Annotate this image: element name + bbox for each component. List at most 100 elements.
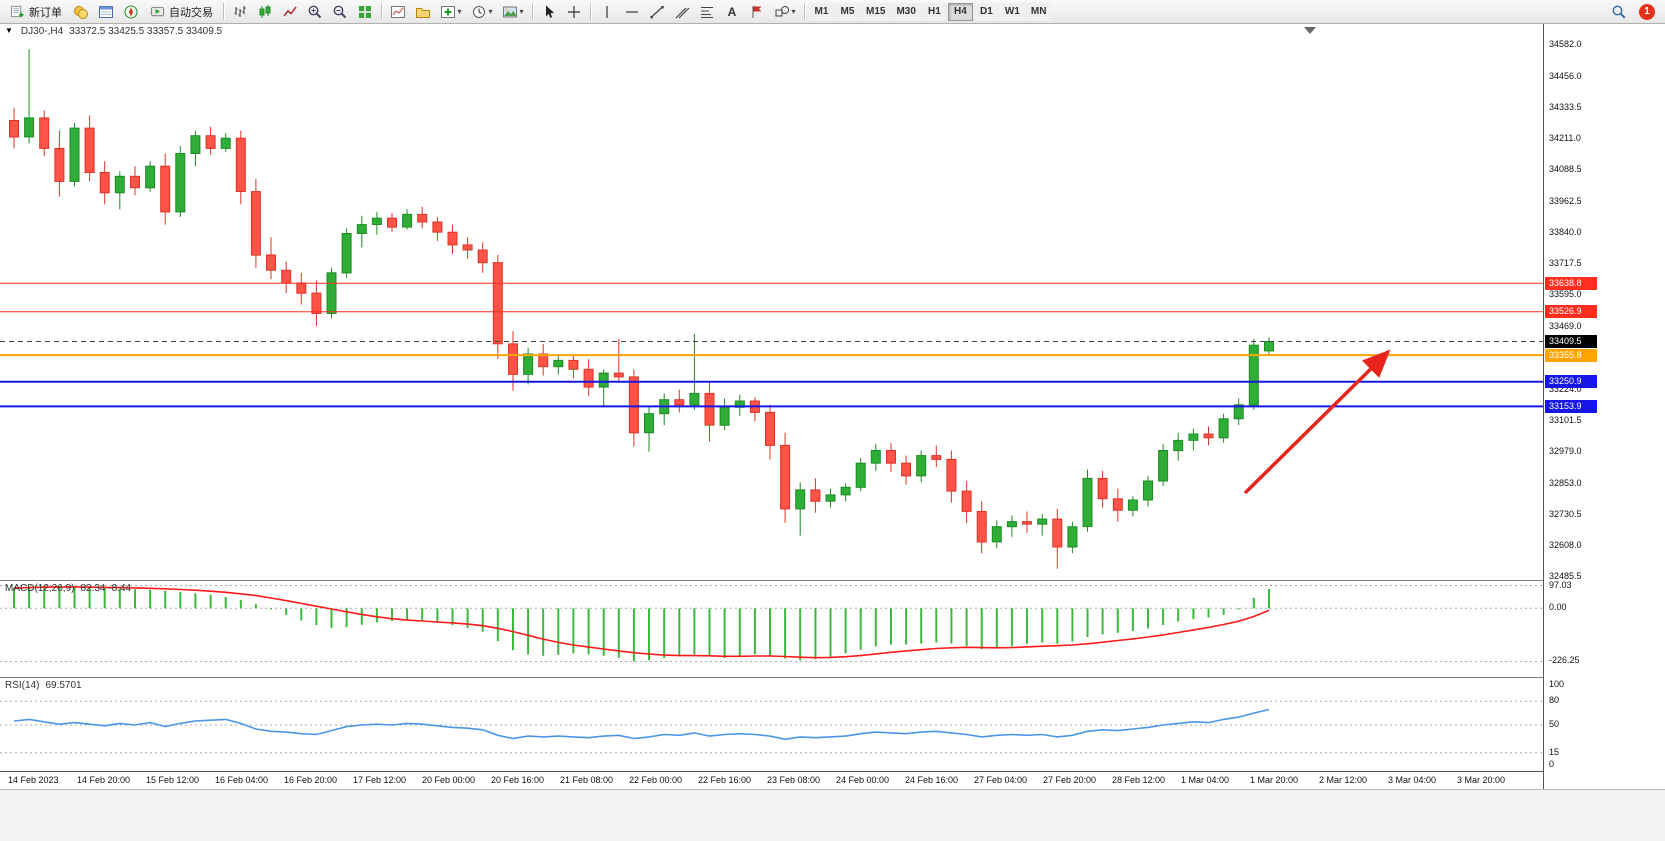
timeframe-m5-button[interactable]: M5 xyxy=(835,2,860,21)
toolbar-right-group: 1 xyxy=(1607,1,1661,23)
line-chart-type-button[interactable] xyxy=(278,1,302,23)
macd-signal-line xyxy=(13,586,1270,659)
clock-icon xyxy=(473,5,486,18)
candle-body xyxy=(114,175,125,194)
candle-body xyxy=(326,272,337,314)
timeframe-h1-button[interactable]: H1 xyxy=(921,2,947,21)
time-axis[interactable]: 14 Feb 2023 14 Feb 20:00 15 Feb 12:00 16 Fe… xyxy=(0,771,1543,789)
bar-chart-type-button[interactable] xyxy=(228,1,252,23)
macd-header: MACD(12,26,9) 82.34 -8.44 xyxy=(5,583,131,594)
candle-body xyxy=(1203,433,1214,439)
text-tool-button[interactable]: A xyxy=(720,1,744,23)
candle-body xyxy=(447,231,458,246)
vertical-line-tool-button[interactable] xyxy=(595,1,619,23)
rsi-canvas[interactable] xyxy=(0,679,1543,771)
candle-body xyxy=(175,153,186,213)
horizontal-line-tool-button[interactable] xyxy=(620,1,644,23)
time-axis-label: 3 Mar 04:00 xyxy=(1388,775,1437,785)
time-axis-label: 28 Feb 12:00 xyxy=(1112,775,1166,785)
new-chart-button[interactable] xyxy=(386,1,410,23)
cursor-tool-button[interactable] xyxy=(537,1,561,23)
profiles-button[interactable] xyxy=(411,1,435,23)
axis-tick-label: 34088.5 xyxy=(1549,164,1582,175)
candle-body xyxy=(477,249,488,264)
rsi-indicator-pane[interactable]: RSI(14) 69.5701 xyxy=(0,677,1543,771)
candle-body xyxy=(130,175,140,189)
candlestick-chart-type-button[interactable] xyxy=(253,1,277,23)
dropdown-caret: ▾ xyxy=(519,7,524,16)
axis-tick-label: 32485.5 xyxy=(1549,571,1582,582)
candle-body xyxy=(1127,499,1138,511)
axis-tick-label: 32853.0 xyxy=(1549,477,1582,488)
new-order-label: 新订单 xyxy=(29,6,62,19)
candle-body xyxy=(780,444,791,510)
candle-body xyxy=(870,450,881,464)
axis-tick-label: 32608.0 xyxy=(1549,539,1582,550)
price-axis[interactable]: 34582.0 34456.0 34333.5 34211.0 34088.5 33962… xyxy=(1543,24,1665,789)
candle-body xyxy=(523,353,534,375)
crosshair-tool-button[interactable] xyxy=(562,1,586,23)
zoom-in-button[interactable] xyxy=(303,1,327,23)
indicators-button[interactable]: ▾ xyxy=(436,1,466,23)
macd-indicator-pane[interactable]: MACD(12,26,9) 82.34 -8.44 xyxy=(0,580,1543,677)
main-chart-canvas[interactable] xyxy=(0,24,1543,580)
candle-body xyxy=(1067,526,1078,548)
trendline-tool-button[interactable] xyxy=(645,1,669,23)
chart-shift-marker[interactable] xyxy=(1304,27,1316,34)
shapes-tool-button[interactable]: ▾ xyxy=(770,1,800,23)
candle-body xyxy=(402,213,413,228)
main-chart-pane[interactable]: ▼ DJ30-,H4 33372.5 33425.5 33357.5 33409… xyxy=(0,24,1543,580)
line-chart-icon xyxy=(283,6,297,16)
bar-chart-icon xyxy=(234,5,246,17)
cursor-arrow-icon xyxy=(546,5,555,18)
chart-context-dropdown-icon[interactable]: ▼ xyxy=(5,26,13,35)
time-axis-label: 20 Feb 16:00 xyxy=(491,775,545,785)
axis-tick-label: 0.00 xyxy=(1549,602,1567,613)
candle-body xyxy=(598,372,609,388)
timeframe-d1-button[interactable]: D1 xyxy=(973,2,999,21)
horizontal-line-icon xyxy=(626,10,638,13)
timeframe-w1-button[interactable]: W1 xyxy=(999,2,1025,21)
candle-body xyxy=(1158,450,1169,482)
candle-body xyxy=(311,292,322,314)
tile-windows-button[interactable] xyxy=(353,1,377,23)
data-window-button[interactable] xyxy=(94,1,118,23)
timeframe-m15-button[interactable]: M15 xyxy=(861,2,891,21)
search-button[interactable] xyxy=(1607,1,1631,23)
candle-body xyxy=(644,413,654,434)
toolbar: 新订单 自动交易 ▾ ▾ ▾ A ▾ M1 xyxy=(0,0,1665,24)
shapes-icon xyxy=(775,5,790,16)
macd-values: 82.34 -8.44 xyxy=(80,583,132,594)
axis-tick-label: 34582.0 xyxy=(1549,38,1582,49)
timeframe-h4-button[interactable]: H4 xyxy=(947,2,973,21)
notification-badge[interactable]: 1 xyxy=(1639,3,1655,20)
navigator-button[interactable] xyxy=(119,1,143,23)
candle-body xyxy=(417,213,428,223)
timeframe-mn-button[interactable]: MN xyxy=(1025,2,1052,21)
channel-tool-button[interactable] xyxy=(670,1,694,23)
market-watch-button[interactable] xyxy=(69,1,93,23)
auto-trading-label: 自动交易 xyxy=(169,6,213,19)
candle-body xyxy=(1218,418,1229,439)
trend-arrow-annotation[interactable] xyxy=(1243,349,1391,495)
periods-button[interactable]: ▾ xyxy=(467,1,497,23)
zoom-out-button[interactable] xyxy=(328,1,352,23)
candle-body xyxy=(1097,477,1108,500)
new-order-button[interactable]: 新订单 xyxy=(4,2,68,22)
candle-body xyxy=(916,455,927,477)
templates-button[interactable]: ▾ xyxy=(498,1,528,23)
fibonacci-tool-button[interactable] xyxy=(695,1,719,23)
macd-canvas[interactable] xyxy=(0,582,1543,676)
candle-body xyxy=(1037,518,1048,525)
candle-body xyxy=(356,224,367,235)
search-icon xyxy=(1612,5,1626,19)
dropdown-caret: ▾ xyxy=(488,7,493,16)
timeframe-m1-button[interactable]: M1 xyxy=(809,2,834,21)
auto-trading-button[interactable]: 自动交易 xyxy=(144,2,219,22)
candle-body xyxy=(795,489,806,510)
timeframe-m30-button[interactable]: M30 xyxy=(891,2,921,21)
candle-body xyxy=(281,269,292,284)
label-tool-button[interactable] xyxy=(745,1,769,23)
candle-body xyxy=(855,462,866,488)
